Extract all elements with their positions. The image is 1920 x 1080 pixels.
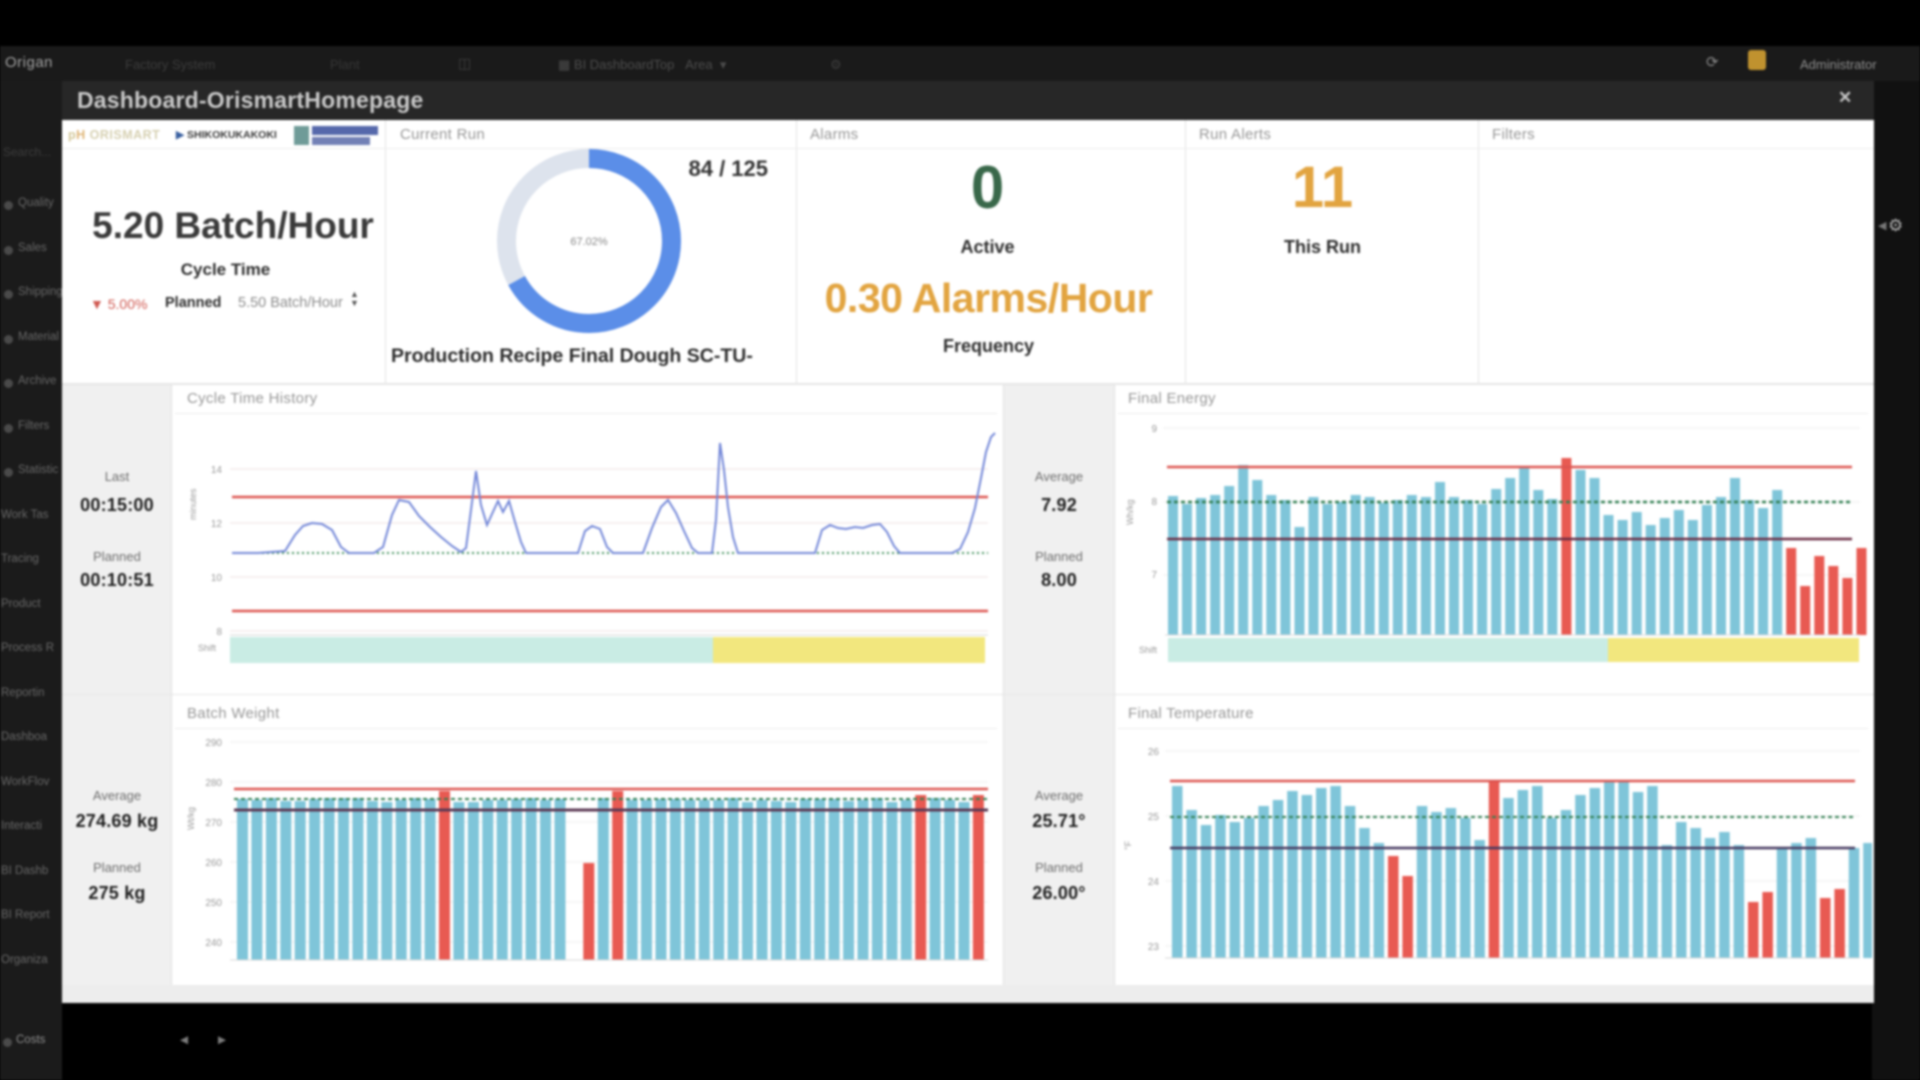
svg-text:minutes: minutes bbox=[188, 488, 198, 520]
svg-text:290: 290 bbox=[205, 738, 222, 749]
svg-text:7: 7 bbox=[1151, 570, 1157, 581]
svg-text:14: 14 bbox=[211, 465, 223, 476]
svg-text:Wt/kg: Wt/kg bbox=[186, 807, 196, 830]
svg-text:25: 25 bbox=[1148, 812, 1160, 823]
svg-text:240: 240 bbox=[205, 938, 222, 949]
svg-text:Shift: Shift bbox=[198, 643, 217, 653]
svg-text:Shift: Shift bbox=[1139, 645, 1158, 655]
svg-text:°F: °F bbox=[1123, 840, 1133, 850]
svg-text:8: 8 bbox=[216, 627, 222, 638]
svg-text:67.02%: 67.02% bbox=[570, 236, 608, 248]
svg-text:Wh/kg: Wh/kg bbox=[1125, 499, 1135, 525]
svg-text:270: 270 bbox=[205, 818, 222, 829]
svg-text:26: 26 bbox=[1148, 747, 1160, 758]
svg-text:250: 250 bbox=[205, 898, 222, 909]
svg-text:10: 10 bbox=[211, 573, 223, 584]
svg-text:8: 8 bbox=[1151, 497, 1157, 508]
svg-text:12: 12 bbox=[211, 519, 223, 530]
svg-text:260: 260 bbox=[205, 858, 222, 869]
svg-text:23: 23 bbox=[1148, 942, 1160, 953]
svg-text:9: 9 bbox=[1151, 424, 1157, 435]
svg-text:280: 280 bbox=[205, 778, 222, 789]
svg-text:24: 24 bbox=[1148, 877, 1160, 888]
